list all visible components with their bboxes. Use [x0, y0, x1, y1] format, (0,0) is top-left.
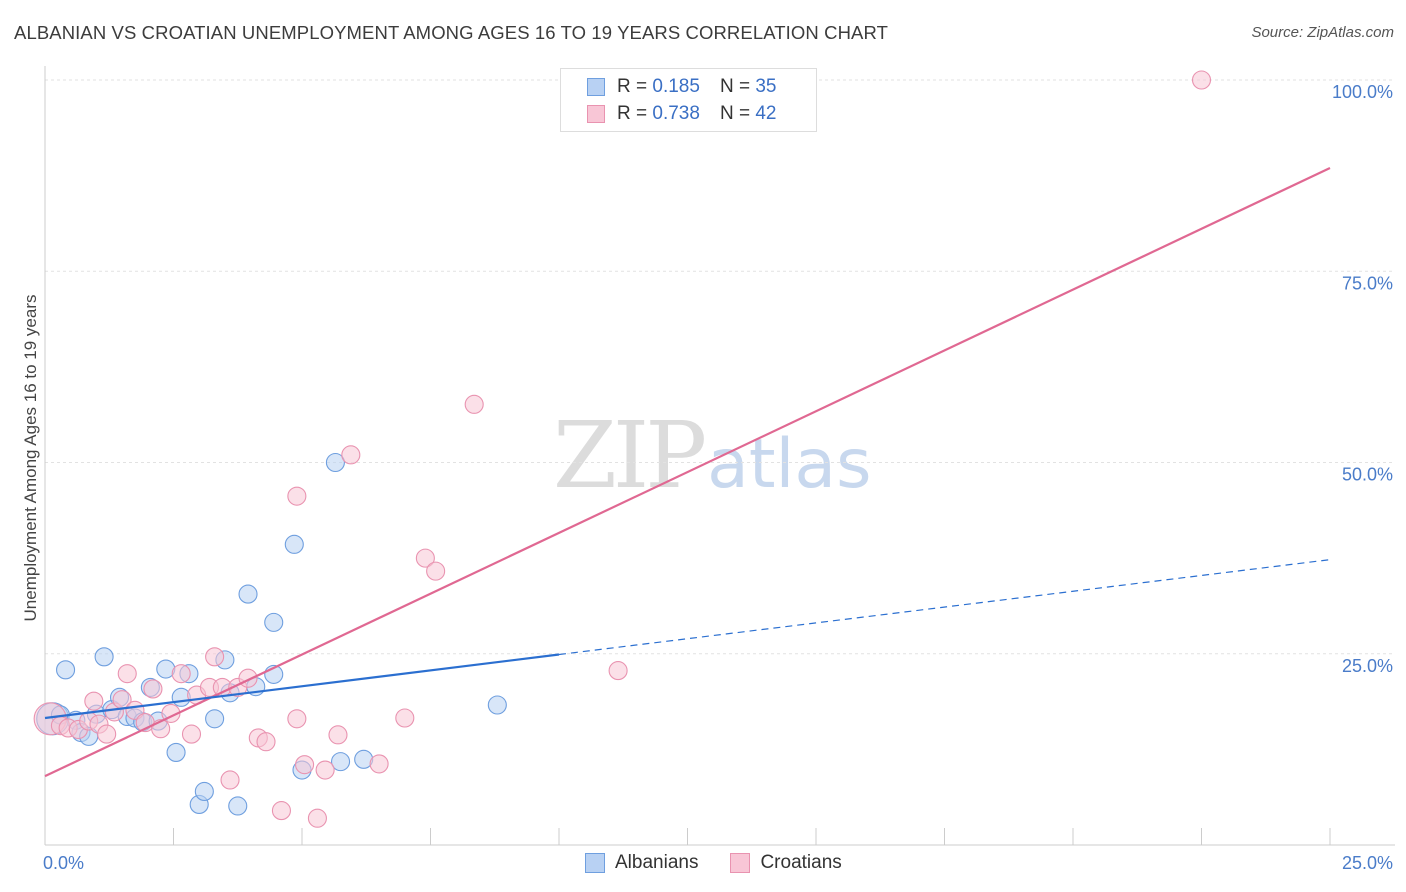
point-croatians [271, 801, 291, 821]
point-albanians [94, 647, 114, 667]
x-tick-label: 0.0% [43, 853, 84, 873]
point-croatians [395, 708, 415, 728]
legend-swatch-albanians [587, 78, 605, 96]
series-legend: Albanians Croatians [585, 852, 874, 874]
legend-n-label: N = [719, 103, 751, 124]
y-tick-label: 50.0% [1342, 465, 1393, 485]
point-croatians [97, 724, 117, 744]
point-croatians [426, 561, 446, 581]
gridlines [45, 79, 1395, 655]
x-tick-label: 25.0% [1342, 853, 1393, 873]
point-croatians [287, 486, 307, 506]
series-label-albanians: Albanians [615, 852, 699, 873]
trend-lines [44, 166, 1331, 778]
point-croatians [256, 732, 276, 752]
data-points [33, 70, 1212, 828]
y-axis-label: Unemployment Among Ages 16 to 19 years [21, 295, 40, 622]
point-albanians [166, 742, 186, 762]
series-legend-albanians: Albanians [585, 852, 698, 874]
legend-r-label: R = [617, 76, 648, 97]
point-croatians [143, 679, 163, 699]
point-croatians [608, 661, 628, 681]
series-swatch-albanians [585, 853, 605, 873]
watermark: ZIPatlas [553, 402, 872, 509]
legend-n-value: 42 [755, 103, 777, 124]
correlation-legend: R = 0.185 N = 35 R = 0.738 N = 42 [560, 68, 817, 132]
point-croatians [315, 760, 335, 780]
series-legend-croatians: Croatians [730, 852, 842, 874]
legend-row-albanians: R = 0.185 N = 35 [587, 75, 776, 99]
point-albanians [194, 781, 214, 802]
point-croatians [171, 664, 191, 684]
point-albanians [487, 695, 507, 715]
point-croatians [464, 394, 484, 414]
point-croatians [287, 709, 307, 729]
point-albanians [325, 452, 345, 473]
tick-labels: 25.0% 50.0% 75.0% 100.0% 0.0% 25.0% Unemployme… [21, 82, 1393, 873]
chart-title: ALBANIAN VS CROATIAN UNEMPLOYMENT AMONG … [14, 22, 889, 43]
point-albanians [284, 534, 304, 554]
point-albanians [56, 660, 76, 680]
series-label-croatians: Croatians [760, 852, 842, 873]
point-croatians [415, 548, 435, 568]
watermark-atlas: atlas [707, 425, 872, 504]
legend-r-value: 0.738 [652, 103, 700, 124]
point-croatians [341, 445, 361, 465]
trend-line-croatians [44, 166, 1331, 778]
point-albanians [205, 709, 225, 729]
point-croatians [117, 664, 137, 684]
y-tick-label: 75.0% [1342, 273, 1393, 293]
y-tick-label: 25.0% [1342, 656, 1393, 676]
point-croatians [307, 808, 327, 828]
trend-line-albanians [44, 653, 560, 720]
point-croatians [205, 647, 225, 667]
y-tick-label: 100.0% [1332, 82, 1393, 102]
point-croatians [181, 724, 202, 744]
point-albanians [238, 584, 258, 604]
chart-source: Source: ZipAtlas.com [1251, 24, 1394, 41]
watermark-zip: ZIP [553, 402, 707, 509]
point-albanians [330, 752, 351, 772]
legend-r-value: 0.185 [652, 76, 700, 97]
legend-n-label: N = [719, 76, 751, 97]
legend-swatch-croatians [587, 105, 605, 123]
trend-line-albanians-extrapolated [558, 559, 1331, 656]
legend-row-croatians: R = 0.738 N = 42 [587, 102, 776, 126]
point-croatians [328, 725, 348, 745]
legend-n-value: 35 [755, 76, 777, 97]
series-swatch-croatians [730, 853, 751, 873]
legend-r-label: R = [617, 103, 648, 124]
point-croatians [84, 691, 104, 711]
point-albanians [264, 612, 284, 632]
point-croatians [220, 770, 240, 790]
point-croatians [295, 755, 315, 775]
point-albanians [228, 796, 248, 816]
point-croatians [1191, 70, 1212, 90]
point-croatians [369, 754, 389, 774]
